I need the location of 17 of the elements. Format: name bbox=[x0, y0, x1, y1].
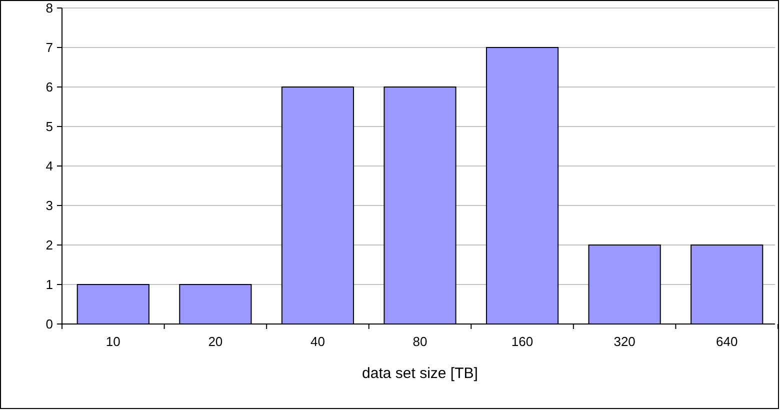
x-tick-label: 320 bbox=[614, 334, 636, 349]
y-tick-label: 8 bbox=[46, 0, 53, 16]
x-tick-label: 640 bbox=[716, 334, 738, 349]
x-tick-label: 160 bbox=[511, 334, 534, 349]
x-axis-title: data set size [TB] bbox=[362, 365, 478, 382]
x-tick-label: 40 bbox=[310, 334, 325, 349]
y-tick-label: 1 bbox=[46, 277, 53, 292]
y-tick-label: 3 bbox=[46, 198, 53, 214]
y-tick-label: 5 bbox=[46, 119, 53, 134]
y-tick-label: 7 bbox=[46, 40, 53, 56]
x-tick-label: 10 bbox=[106, 334, 120, 349]
y-tick-label: 2 bbox=[46, 238, 53, 253]
y-tick-label: 0 bbox=[46, 316, 53, 332]
x-tick-label: 80 bbox=[412, 334, 428, 349]
y-tick-label: 4 bbox=[46, 158, 53, 174]
y-tick-label: 6 bbox=[46, 80, 53, 95]
x-tick-label: 20 bbox=[208, 334, 223, 349]
